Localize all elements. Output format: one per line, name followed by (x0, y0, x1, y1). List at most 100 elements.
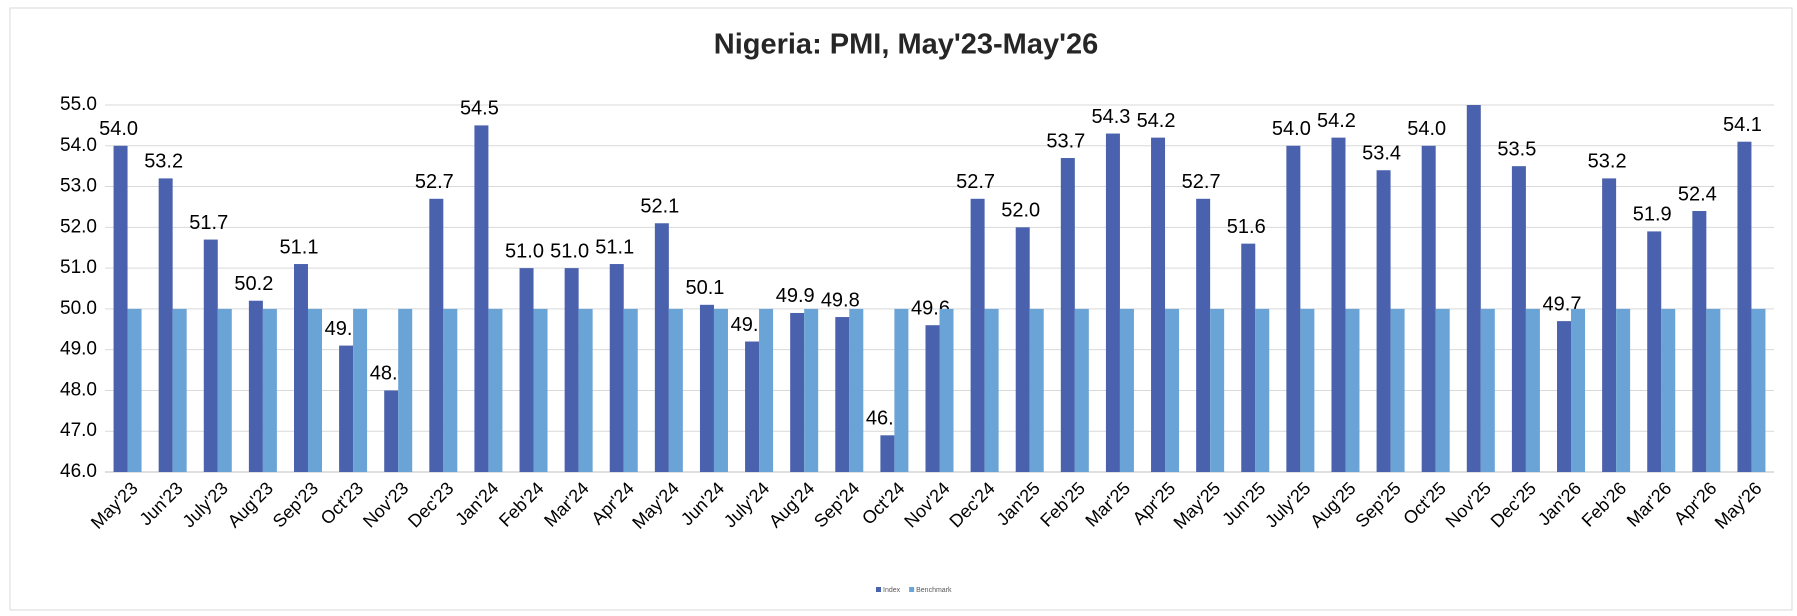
data-label: 52.7 (956, 171, 995, 193)
bar (1390, 308, 1405, 472)
bar (894, 308, 909, 472)
data-label: 51.9 (1633, 204, 1672, 226)
bar (203, 239, 218, 472)
bar (713, 308, 728, 472)
bar (1255, 308, 1270, 472)
bar (699, 304, 714, 472)
data-label: 53.7 (1046, 130, 1085, 152)
y-tick-label: 55.0 (60, 94, 97, 115)
bar (1331, 137, 1346, 472)
bar (1210, 308, 1225, 472)
bar (1525, 308, 1540, 472)
data-label: 52.7 (1182, 171, 1221, 193)
y-tick-label: 48.0 (60, 379, 97, 400)
y-tick-label: 54.0 (60, 135, 97, 156)
data-label: 52.4 (1678, 183, 1717, 205)
y-tick-label: 49.0 (60, 339, 97, 360)
legend-label: Benchmark (916, 587, 952, 594)
bar (488, 308, 503, 472)
data-label: 50.2 (234, 273, 273, 295)
bar (1647, 231, 1662, 472)
y-tick-label: 53.0 (60, 176, 97, 197)
bar (1466, 105, 1481, 472)
data-label: 54.0 (1407, 118, 1446, 140)
bar (745, 341, 760, 472)
bar (1241, 243, 1256, 472)
legend-label: Index (883, 587, 901, 594)
bar (1060, 158, 1075, 472)
data-label: 54.3 (1091, 106, 1130, 128)
bar (1692, 211, 1707, 472)
bar (1571, 308, 1586, 472)
data-label: 53.5 (1497, 138, 1536, 160)
bar (925, 325, 940, 472)
bar (1511, 166, 1526, 472)
data-label: 53.2 (144, 151, 183, 173)
bar (1300, 308, 1315, 472)
legend-swatch (876, 587, 881, 592)
data-label: 51.1 (595, 236, 634, 258)
bar (217, 308, 232, 472)
data-label: 54.5 (460, 98, 499, 120)
bar (1105, 133, 1120, 473)
data-label: 51.1 (280, 236, 319, 258)
bar (804, 308, 819, 472)
bar (1165, 308, 1180, 472)
bar (1376, 170, 1391, 472)
data-label: 51.6 (1227, 216, 1266, 238)
data-label: 53.4 (1362, 143, 1401, 165)
bar (172, 308, 187, 472)
bar (1196, 198, 1211, 473)
bar (474, 125, 489, 472)
data-label: 54.0 (99, 118, 138, 140)
bar (564, 268, 579, 472)
data-label: 52.0 (1001, 200, 1040, 222)
bar (398, 308, 413, 472)
bar (429, 198, 444, 473)
bar (1151, 137, 1166, 472)
bar (443, 308, 458, 472)
bar (1345, 308, 1360, 472)
data-label: 49.8 (821, 289, 860, 311)
data-label: 50.1 (685, 277, 724, 299)
bar (1557, 321, 1572, 472)
bar (293, 264, 308, 472)
bar (578, 308, 593, 472)
bar (262, 308, 277, 472)
bar (1029, 308, 1044, 472)
bar (1015, 227, 1030, 472)
data-label: 54.2 (1137, 110, 1176, 132)
bar (835, 317, 850, 472)
bar (1737, 141, 1752, 472)
data-label: 52.7 (415, 171, 454, 193)
bar (113, 145, 128, 472)
bar (248, 300, 263, 472)
data-label: 54.2 (1317, 110, 1356, 132)
bar (519, 268, 534, 472)
chart-title: Nigeria: PMI, May'23-May'26 (714, 29, 1099, 61)
bar (623, 308, 638, 472)
data-label: 51.0 (505, 240, 544, 262)
bar (609, 264, 624, 472)
bar (939, 308, 954, 472)
bar (127, 308, 142, 472)
bar (759, 308, 774, 472)
bar (158, 178, 173, 472)
legend-swatch (909, 587, 915, 592)
bar (533, 308, 548, 472)
bar (353, 308, 368, 472)
bar (1602, 178, 1617, 472)
bar (880, 435, 895, 472)
bar (984, 308, 999, 472)
bar (384, 390, 399, 472)
y-tick-label: 50.0 (60, 298, 97, 319)
bar (1751, 308, 1766, 472)
bar (1480, 308, 1495, 472)
bar (1286, 145, 1301, 472)
bar (1706, 308, 1721, 472)
y-tick-label: 51.0 (60, 257, 97, 278)
bar (1119, 308, 1134, 472)
data-label: 49.9 (776, 285, 815, 307)
bar (654, 223, 669, 472)
